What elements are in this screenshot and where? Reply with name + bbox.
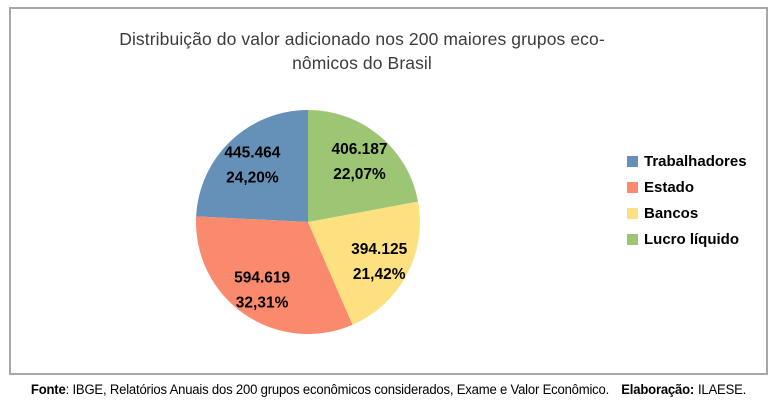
legend-label: Bancos — [644, 204, 699, 222]
legend-swatch-icon — [627, 207, 638, 219]
legend-item-trabalhadores: Trabalhadores — [627, 148, 747, 174]
legend-swatch-icon — [627, 233, 638, 245]
slice-label-bancos: 394.125 21,42% — [351, 241, 407, 283]
slice-label-trabalhadores: 445.464 24,20% — [224, 145, 280, 187]
pie-slice-bancos — [308, 201, 421, 325]
elaboracao-label: Elaboração: — [621, 382, 695, 397]
legend-label: Trabalhadores — [644, 152, 747, 170]
fonte-label: Fonte — [30, 382, 66, 397]
chart-title: Distribuição do valor adicionado nos 200… — [11, 27, 713, 75]
source-note: Fonte: IBGE, Relatórios Anuais dos 200 g… — [12, 382, 766, 397]
legend-item-estado: Estado — [627, 174, 747, 200]
pie-chart: 445.464 24,20% 594.619 32,31% 394.125 21,42% 4… — [195, 109, 421, 335]
chart-title-line-1: Distribuição do valor adicionado nos 200… — [119, 29, 605, 49]
legend-item-bancos: Bancos — [627, 200, 747, 226]
legend-label: Estado — [644, 178, 695, 196]
fonte-text: : IBGE, Relatórios Anuais dos 200 grupos… — [65, 382, 610, 397]
slice-label-estado: 594.619 32,31% — [234, 269, 290, 311]
legend: Trabalhadores Estado Bancos Lucro líquido — [627, 148, 747, 252]
pie-slice-trabalhadores — [196, 110, 308, 222]
legend-swatch-icon — [627, 181, 638, 193]
legend-label: Lucro líquido — [644, 230, 739, 248]
pie-slice-estado — [195, 216, 353, 335]
pie-slice-lucro-liquido — [308, 109, 419, 222]
chart-frame: Distribuição do valor adicionado nos 200… — [9, 7, 768, 375]
chart-title-line-2: nômicos do Brasil — [292, 53, 432, 73]
slice-label-lucro-liquido: 406.187 22,07% — [331, 141, 387, 183]
legend-item-lucro-liquido: Lucro líquido — [627, 226, 747, 252]
elaboracao-text: ILAESE. — [697, 382, 747, 397]
legend-swatch-icon — [627, 155, 638, 167]
